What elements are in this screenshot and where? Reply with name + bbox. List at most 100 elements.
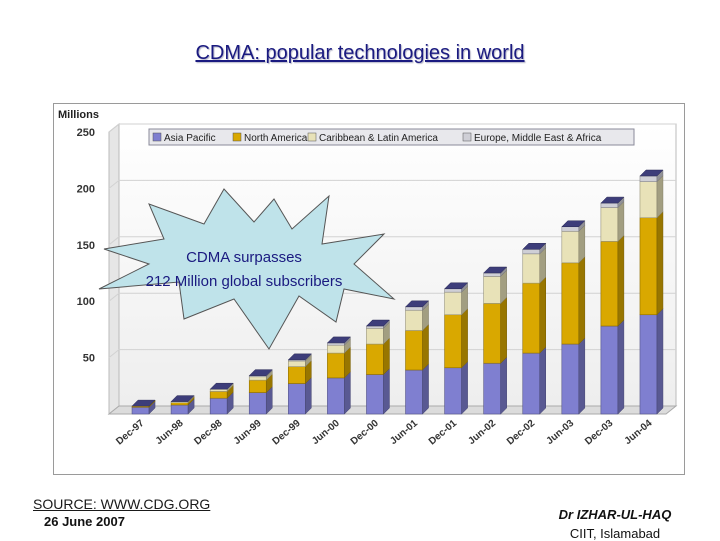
bar-segment <box>561 262 580 345</box>
bar-segment <box>600 241 619 327</box>
bar-segment-side <box>656 308 664 415</box>
bar-segment <box>209 397 228 415</box>
x-tick-label: Dec-01 <box>427 418 460 448</box>
bar-top <box>404 300 430 308</box>
bar-stack <box>209 382 234 415</box>
gridlines <box>108 123 676 358</box>
bar-segment <box>522 282 541 354</box>
bar-segment-side <box>617 234 625 327</box>
x-tick-label: Jun-04 <box>623 418 655 447</box>
bar-stack <box>404 300 430 415</box>
bar-top <box>639 169 664 177</box>
bar-top <box>444 282 469 290</box>
bar-segment <box>327 342 345 346</box>
bar-segment <box>522 253 541 284</box>
legend-label: North America <box>244 133 308 144</box>
bar-top <box>522 243 547 250</box>
bar-stack <box>170 394 195 415</box>
bar-segment-side <box>656 211 664 316</box>
bar-segment <box>600 325 619 415</box>
bar-segment-side <box>383 367 390 415</box>
bar-segment <box>366 327 384 345</box>
bar-segment <box>405 369 423 415</box>
bar-segment <box>405 309 423 331</box>
y-tick-label: 150 <box>77 240 95 252</box>
legend-label: Europe, Middle East & Africa <box>474 133 602 144</box>
bar-segment <box>600 202 619 208</box>
bars <box>131 169 664 415</box>
bar-segment <box>248 379 267 393</box>
bar-segment-side <box>383 337 390 376</box>
bar-segment <box>522 249 541 255</box>
bar-segment-side <box>539 276 546 354</box>
legend-box <box>148 128 635 146</box>
bar-stack <box>365 319 391 415</box>
bar-segment-side <box>305 376 312 415</box>
y-tick-label: 200 <box>77 183 95 195</box>
bar-segment <box>327 344 345 354</box>
legend-swatch <box>232 132 242 142</box>
legend-swatch <box>152 132 162 142</box>
bar-top <box>365 319 391 327</box>
bar-segment <box>366 374 384 415</box>
bar-segment <box>248 376 267 381</box>
legend-label: Asia Pacific <box>164 133 216 144</box>
bar-segment <box>483 276 501 304</box>
bar-segment <box>444 314 462 369</box>
x-tick-label: Dec-03 <box>583 418 616 448</box>
bar-stack <box>131 399 156 415</box>
bar-segment <box>170 404 189 415</box>
bar-segment <box>248 392 267 415</box>
y-tick-label: 50 <box>83 353 95 365</box>
bar-stack <box>287 353 312 415</box>
bar-top <box>170 395 195 402</box>
y-axis-label: Millions <box>58 109 99 121</box>
callout-line-1: CDMA surpasses <box>186 249 302 266</box>
bar-stack <box>561 220 586 415</box>
x-tick-label: Jun-03 <box>544 418 576 447</box>
bar-segment-side <box>578 256 586 345</box>
bar-stack <box>483 266 508 415</box>
legend-swatch <box>307 132 317 142</box>
bar-segment <box>444 291 462 316</box>
bar-segment <box>405 330 423 371</box>
bar-segment-side <box>578 224 586 264</box>
y-tick-label: 250 <box>77 127 95 139</box>
callout-burst: CDMA surpasses 212 Million global subscr… <box>98 188 396 350</box>
gridline <box>108 236 676 246</box>
x-tick-label: Jun-02 <box>466 418 498 447</box>
bar-top <box>248 369 273 376</box>
bar-segment <box>209 388 228 392</box>
x-tick-label: Dec-97 <box>114 418 147 448</box>
bar-segment <box>327 377 345 415</box>
x-tick-label: Jun-00 <box>310 418 342 447</box>
bar-segment <box>561 230 580 264</box>
callout-starburst-shape <box>98 188 396 350</box>
institution-name: CIIT, Islamabad <box>569 526 661 541</box>
x-tick-label: Dec-02 <box>505 418 538 448</box>
bar-segment <box>327 352 345 379</box>
bar-segment <box>170 402 189 406</box>
legend-label: Caribbean & Latin America <box>319 133 438 144</box>
bar-segment <box>639 217 658 316</box>
x-tick-label: Jun-01 <box>388 418 420 447</box>
bar-segment-side <box>578 337 586 415</box>
bar-segment <box>209 391 228 399</box>
bar-segment-side <box>422 363 429 415</box>
gridline <box>108 123 676 133</box>
bar-segment <box>483 362 501 415</box>
bar-segment <box>288 383 306 415</box>
bar-top <box>209 382 234 390</box>
bar-stack <box>639 169 664 415</box>
x-tick-label: Jun-98 <box>154 418 186 447</box>
bar-stack <box>522 242 547 415</box>
bar-segment <box>561 226 580 232</box>
bar-segment <box>444 367 462 415</box>
bar-segment-side <box>461 308 468 369</box>
callout-line-2: 212 Million global subscribers <box>146 273 343 290</box>
legend-swatch <box>462 132 472 142</box>
bar-top <box>131 399 156 407</box>
bar-segment <box>405 306 423 311</box>
bar-stack <box>248 369 273 415</box>
